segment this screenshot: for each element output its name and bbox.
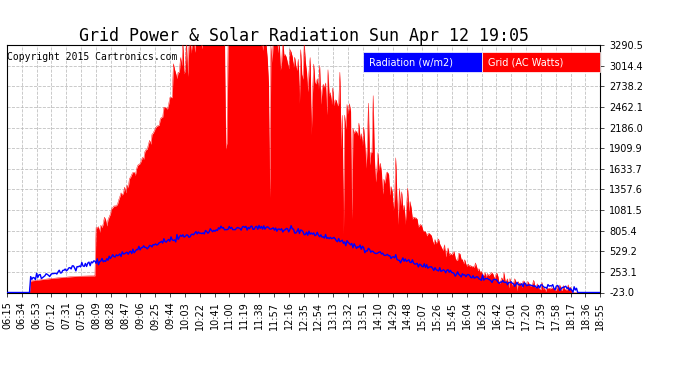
FancyBboxPatch shape	[482, 53, 600, 72]
Text: Copyright 2015 Cartronics.com: Copyright 2015 Cartronics.com	[8, 53, 178, 62]
Title: Grid Power & Solar Radiation Sun Apr 12 19:05: Grid Power & Solar Radiation Sun Apr 12 …	[79, 27, 529, 45]
Text: Radiation (w/m2): Radiation (w/m2)	[369, 57, 453, 68]
FancyBboxPatch shape	[363, 53, 482, 72]
Text: Grid (AC Watts): Grid (AC Watts)	[488, 57, 563, 68]
